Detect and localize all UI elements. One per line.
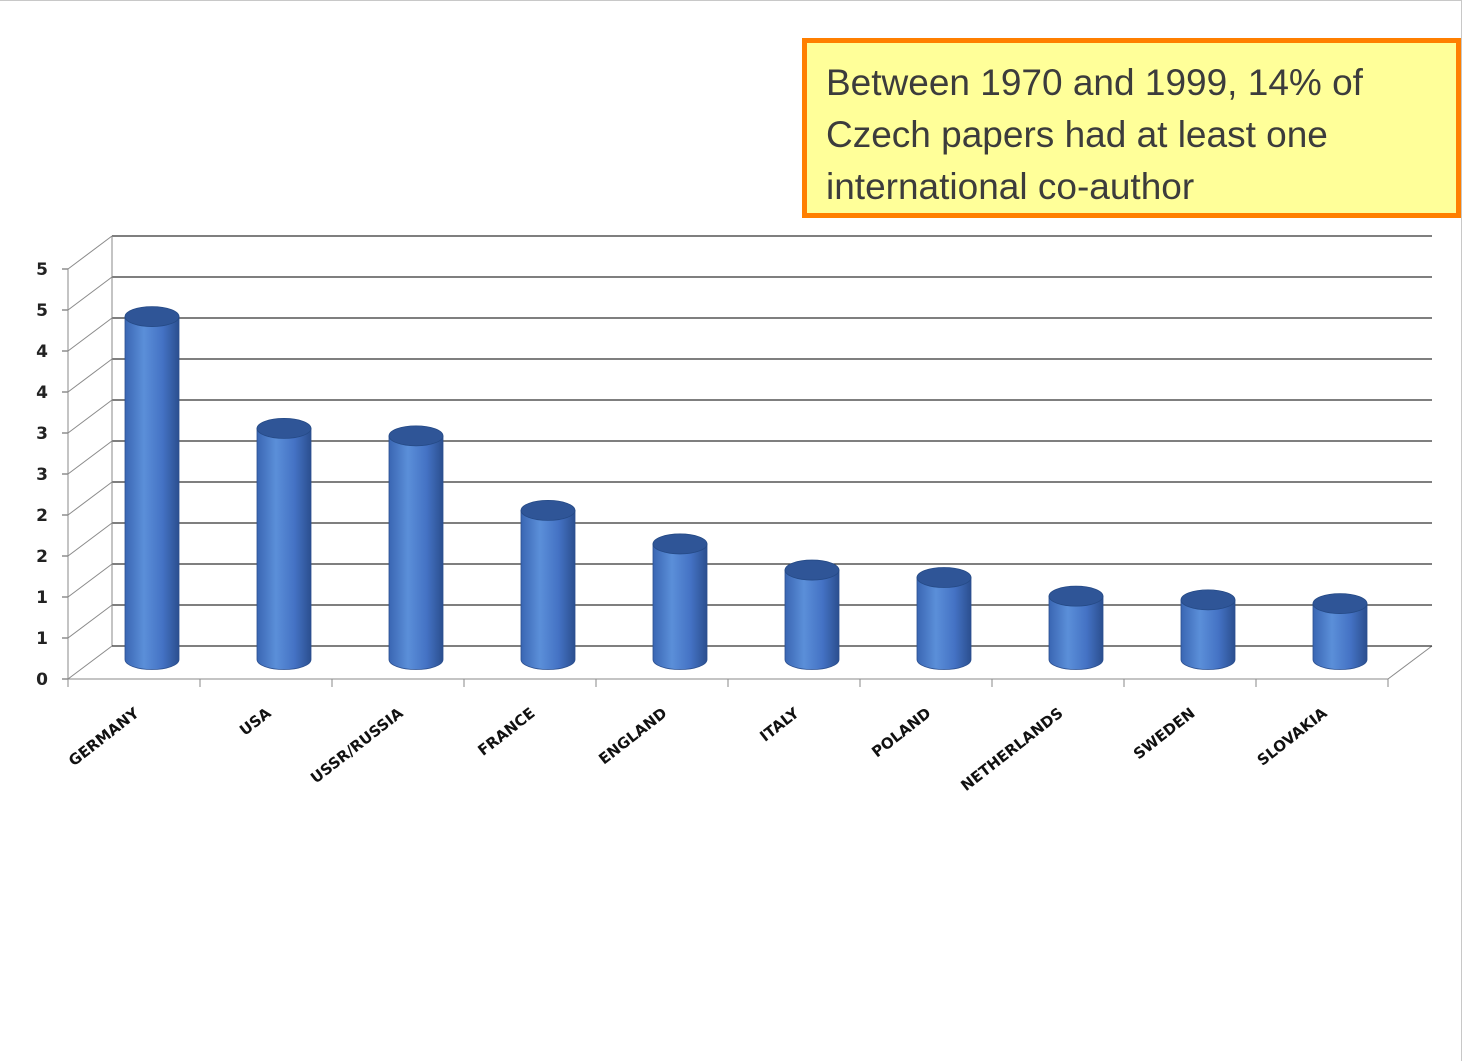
bar-usa [256, 418, 312, 670]
bar-body [652, 543, 708, 670]
y-tick-label: 2 [36, 547, 48, 567]
bar-france [520, 500, 576, 670]
side-wall-gridline [67, 399, 113, 434]
side-wall-gridline [67, 276, 113, 311]
annotation-callout: Between 1970 and 1999, 14% of Czech pape… [802, 38, 1461, 218]
bar-top [784, 559, 840, 581]
side-wall-gridline [67, 563, 113, 598]
bar-slovakia [1312, 593, 1368, 670]
gridlines [67, 235, 1432, 680]
bar-top [1312, 593, 1368, 614]
bar-body [916, 577, 972, 670]
y-tick-label: 1 [36, 588, 48, 608]
x-category-label: SLOVAKIA [1254, 704, 1331, 770]
x-category-label: ITALY [756, 703, 803, 745]
bar-italy [784, 559, 840, 670]
bar-germany [124, 306, 180, 670]
y-axis-tick-labels: 0 1 1 2 2 3 3 4 4 5 5 [36, 260, 48, 690]
side-wall-gridline [67, 522, 113, 557]
x-category-label: SWEDEN [1130, 704, 1198, 763]
bar-body [1048, 595, 1104, 670]
x-category-label: NETHERLANDS [957, 704, 1066, 795]
side-wall-gridline [67, 440, 113, 475]
x-category-label: POLAND [868, 704, 934, 761]
bar-body [256, 428, 312, 670]
side-wall-gridline [67, 317, 113, 352]
bar-england [652, 533, 708, 670]
y-tick-label: 5 [36, 260, 48, 280]
bar-top [256, 418, 312, 439]
bar-netherlands [1048, 585, 1104, 670]
y-tick-label: 3 [36, 424, 48, 444]
y-tick-label: 5 [36, 301, 48, 321]
bar-body [124, 316, 180, 670]
bar-top [1048, 585, 1104, 607]
y-tick-label: 0 [36, 670, 48, 690]
y-tick-label: 2 [36, 506, 48, 526]
side-wall-gridline [67, 604, 113, 639]
x-category-label: FRANCE [474, 704, 538, 760]
x-category-label: USSR/RUSSIA [307, 704, 407, 787]
bar-top [388, 425, 444, 447]
x-axis-category-labels: GERMANY USA USSR/RUSSIA FRANCE ENGLAND ITALY P… [65, 703, 1331, 794]
bar-top [1180, 589, 1236, 611]
side-wall-gridline [67, 481, 113, 516]
x-category-label: GERMANY [65, 703, 143, 770]
bar-top [916, 567, 972, 588]
bar-body [1312, 603, 1368, 670]
bar-body [388, 435, 444, 670]
bar-body [784, 569, 840, 670]
side-wall-gridline [67, 358, 113, 393]
side-wall-gridline [67, 645, 113, 680]
y-tick-label: 4 [36, 383, 48, 403]
bar-top [520, 500, 576, 521]
bar-body [1180, 599, 1236, 670]
bar-poland [916, 567, 972, 670]
bar-top [124, 306, 180, 327]
side-wall-gridline [67, 235, 113, 270]
y-tick-label: 1 [36, 629, 48, 649]
bar-top [652, 533, 708, 555]
bar-body [520, 510, 576, 670]
y-tick-label: 4 [36, 342, 48, 362]
bar-ussr-russia [388, 425, 444, 670]
bars [124, 306, 1368, 670]
x-category-label: ENGLAND [595, 704, 670, 768]
bar-sweden [1180, 589, 1236, 670]
x-category-label: USA [236, 704, 275, 740]
y-tick-label: 3 [36, 465, 48, 485]
